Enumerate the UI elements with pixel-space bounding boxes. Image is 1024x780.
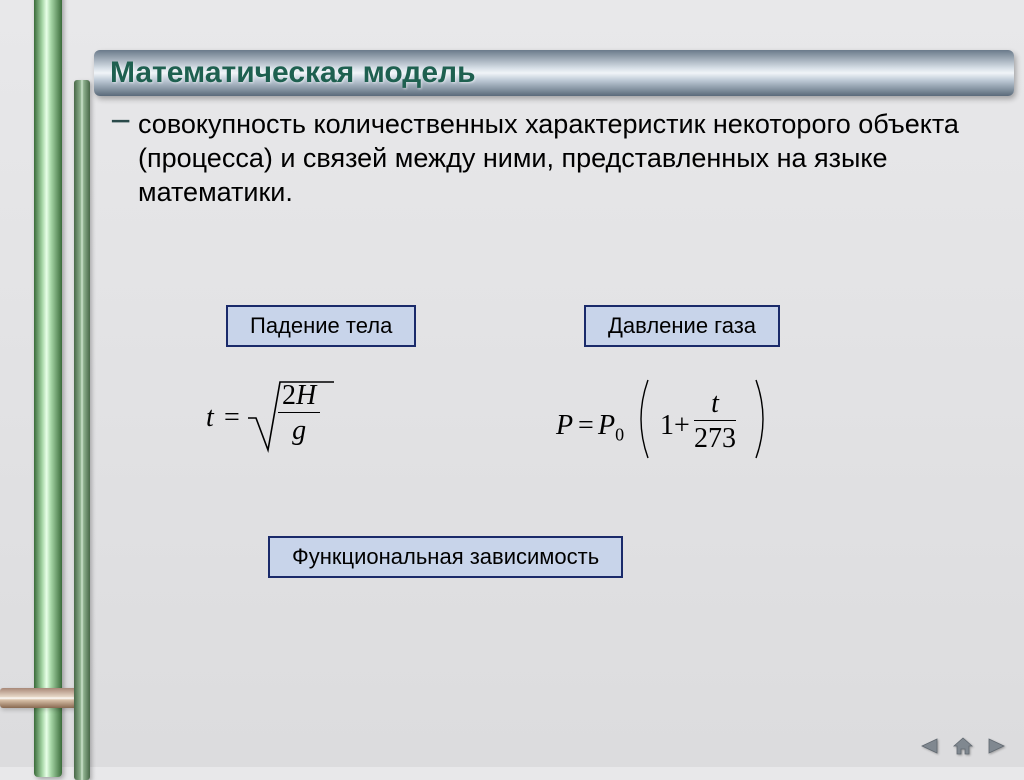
formula2-coeff: P0 bbox=[598, 410, 624, 446]
header-bar: Математическая модель bbox=[94, 50, 1014, 96]
label-box-fall: Падение тела bbox=[226, 305, 416, 347]
nav-controls bbox=[916, 735, 1010, 757]
formula2-frac-num: t bbox=[694, 388, 736, 421]
formula2-eq: = bbox=[578, 410, 594, 442]
home-button[interactable] bbox=[950, 735, 976, 757]
formula1-fraction: 2H g bbox=[278, 380, 320, 447]
home-icon bbox=[952, 736, 974, 756]
label-box-functional: Функциональная зависимость bbox=[268, 536, 623, 578]
right-paren-icon bbox=[750, 376, 772, 470]
formula1-eq: = bbox=[224, 402, 240, 434]
formula2-coeff-base: P bbox=[598, 410, 615, 441]
page-title: Математическая модель bbox=[110, 56, 476, 90]
pipe-decoration-inner bbox=[74, 80, 90, 780]
definition-text: совокупность количественных характеристи… bbox=[110, 108, 960, 209]
formula1-num-var: H bbox=[296, 380, 316, 411]
pipe-decoration-outer bbox=[34, 0, 62, 777]
formula2-fraction: t 273 bbox=[694, 388, 736, 455]
left-paren-icon bbox=[632, 376, 654, 470]
triangle-left-icon bbox=[919, 737, 939, 755]
formula1-denominator: g bbox=[278, 413, 320, 447]
label-box-pressure: Давление газа bbox=[584, 305, 780, 347]
triangle-right-icon bbox=[987, 737, 1007, 755]
prev-button[interactable] bbox=[916, 735, 942, 757]
formula1-var: t bbox=[206, 402, 214, 434]
formula1-num-coeff: 2 bbox=[282, 380, 296, 411]
next-button[interactable] bbox=[984, 735, 1010, 757]
formula2-frac-den: 273 bbox=[694, 421, 736, 455]
formula2-inner-const: 1+ bbox=[660, 410, 690, 442]
formula2-coeff-sub: 0 bbox=[615, 425, 624, 445]
formula1-numerator: 2H bbox=[278, 380, 320, 413]
formula-gas-pressure: P = P0 1+ t 273 bbox=[556, 380, 856, 480]
formula2-lhs: P bbox=[556, 410, 573, 442]
definition-paragraph: совокупность количественных характеристи… bbox=[138, 108, 960, 209]
formula-falling-body: t = 2H g bbox=[206, 370, 406, 470]
